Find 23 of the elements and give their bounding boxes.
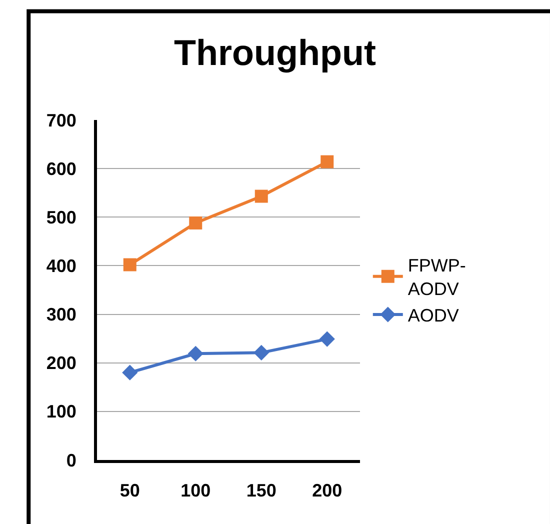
legend-label: AODV <box>408 306 459 326</box>
y-tick-label: 400 <box>46 256 76 276</box>
point <box>319 331 335 347</box>
x-tick-label: 100 <box>180 480 211 501</box>
x-tick-label: 50 <box>120 480 140 501</box>
legend-label: FPWP-AODV <box>408 256 466 300</box>
y-tick-label: 600 <box>46 158 76 179</box>
point <box>188 346 204 362</box>
point <box>123 258 136 272</box>
y-tick-label: 100 <box>46 402 76 422</box>
y-tick-label: 500 <box>46 207 76 228</box>
point <box>122 364 138 380</box>
y-tick-label: 0 <box>66 450 76 470</box>
x-tick-label: 200 <box>312 480 342 501</box>
point <box>254 344 270 360</box>
y-tick-label: 200 <box>46 353 76 374</box>
x-tick-label: 150 <box>246 480 276 501</box>
y-tick-label: 700 <box>46 110 76 130</box>
point <box>320 155 334 168</box>
point <box>189 216 202 230</box>
point <box>254 190 268 203</box>
chart-title: Throughput <box>174 32 376 73</box>
y-tick-label: 300 <box>46 304 76 325</box>
